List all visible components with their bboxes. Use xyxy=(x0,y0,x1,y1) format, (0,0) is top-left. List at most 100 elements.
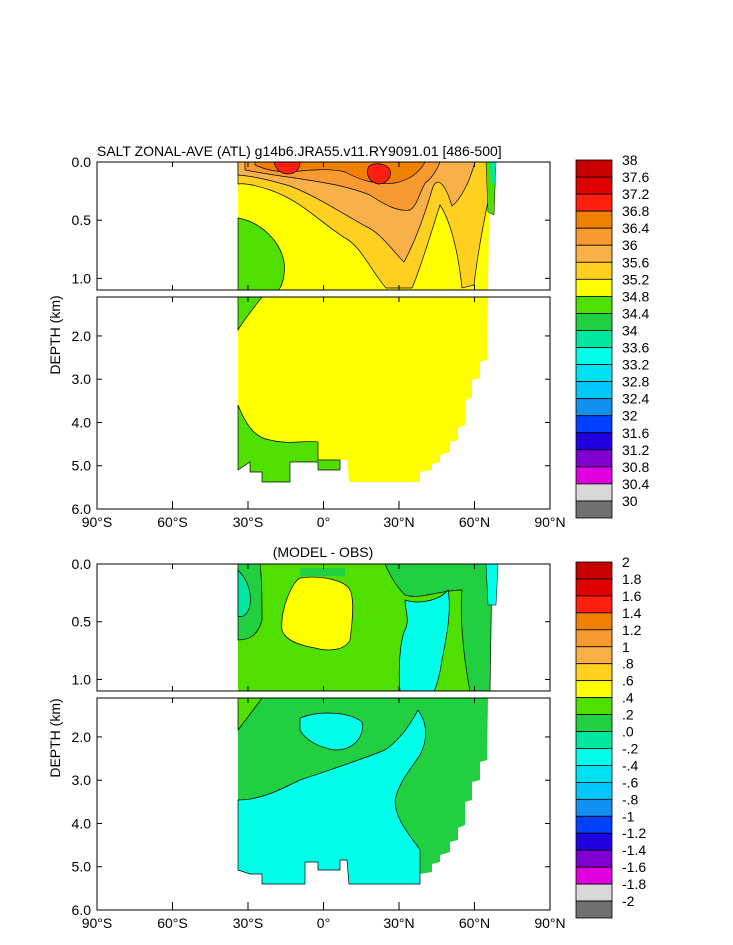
y-tick-label: 5.0 xyxy=(72,859,92,875)
colorbar-swatch xyxy=(575,415,613,434)
colorbar-swatch xyxy=(575,449,613,468)
x-tick-label: 90°N xyxy=(534,915,565,931)
colorbar-swatch xyxy=(575,381,613,400)
colorbar-swatch xyxy=(575,176,613,195)
colorbar-swatch xyxy=(575,432,613,451)
colorbar-label: -.8 xyxy=(622,791,639,807)
chart-1-x-ticks: 90°S 60°S 30°S 0° 30°N 60°N 90°N xyxy=(82,162,566,530)
chart-1-lower-field xyxy=(237,297,488,483)
chart-2-region-blob xyxy=(281,576,354,651)
colorbar-label: 37.2 xyxy=(622,186,649,202)
colorbar-swatch xyxy=(575,731,613,749)
y-tick-label: 0.0 xyxy=(72,556,92,572)
y-tick-label: 6.0 xyxy=(72,902,92,918)
x-tick-label: 60°N xyxy=(459,915,490,931)
colorbar-swatch xyxy=(575,210,613,229)
colorbar-label: -1.8 xyxy=(622,876,646,892)
colorbar-label: -1 xyxy=(622,808,635,824)
colorbar-label: -2 xyxy=(622,893,635,909)
colorbar-swatch xyxy=(575,278,613,297)
colorbar-label: 32 xyxy=(622,408,638,424)
y-tick-label: 3.0 xyxy=(72,772,92,788)
chart-2-region-west-cyan xyxy=(237,569,251,617)
chart-1-region-arctic-fresh xyxy=(490,162,496,185)
colorbar-label: 35.6 xyxy=(622,254,649,270)
chart-2-lower-field xyxy=(237,698,488,885)
colorbar-swatch xyxy=(575,849,613,868)
colorbar-label: 37.6 xyxy=(622,169,649,185)
chart-2-x-ticks: 90°S 60°S 30°S 0° 30°N 60°N 90°N xyxy=(82,564,566,931)
colorbar-label: .6 xyxy=(622,673,634,689)
y-tick-label: 5.0 xyxy=(72,458,92,474)
colorbar-swatch xyxy=(575,500,613,519)
colorbar-swatch xyxy=(575,815,613,834)
y-tick-label: 4.0 xyxy=(72,414,92,430)
colorbar-swatch xyxy=(575,781,613,800)
colorbar-swatch xyxy=(575,313,613,331)
colorbar-swatch xyxy=(575,466,613,485)
colorbar-swatch xyxy=(575,883,613,902)
colorbar-swatch xyxy=(575,227,613,246)
colorbar-swatch xyxy=(575,798,613,817)
colorbar-label: 33.2 xyxy=(622,357,649,373)
y-tick-label: 1.0 xyxy=(72,270,92,286)
y-tick-label: 2.0 xyxy=(72,729,92,745)
x-tick-label: 60°N xyxy=(459,514,490,530)
colorbar-label: 38 xyxy=(622,152,638,168)
chart-1-region-37-2-west xyxy=(273,162,301,175)
y-tick-label: 1.0 xyxy=(72,671,92,687)
chart-2-colorbar: 21.81.61.41.21.8.6.4.2.0-.2-.4-.6-.8-1-1… xyxy=(575,554,646,919)
colorbar-label: 30 xyxy=(622,493,638,509)
colorbar-swatch xyxy=(575,595,613,614)
colorbar-label: 33.6 xyxy=(622,340,649,356)
colorbar-swatch xyxy=(575,295,613,314)
colorbar-swatch xyxy=(575,697,613,715)
colorbar-label: 1 xyxy=(622,639,630,655)
y-tick-label: 2.0 xyxy=(72,328,92,344)
colorbar-label: 34.4 xyxy=(622,305,649,321)
chart-1-title: SALT ZONAL-AVE (ATL) g14b6.JRA55.v11.RY9… xyxy=(97,143,502,159)
colorbar-label: 1.6 xyxy=(622,588,642,604)
colorbar-swatch xyxy=(575,714,613,732)
colorbar-swatch xyxy=(575,900,613,919)
chart-1-region-deep-green xyxy=(237,404,341,483)
colorbar-label: 1.2 xyxy=(622,622,642,638)
colorbar-swatch xyxy=(575,629,613,648)
colorbar-label: 30.4 xyxy=(622,476,649,492)
x-tick-label: 30°N xyxy=(383,514,414,530)
x-tick-label: 0° xyxy=(317,915,330,931)
chart-2-y-ticks: 0.0 0.5 1.0 2.0 3.0 4.0 5.0 6.0 xyxy=(72,556,550,918)
x-tick-label: 0° xyxy=(317,514,330,530)
colorbar-label: 34.8 xyxy=(622,288,649,304)
colorbar-swatch xyxy=(575,646,613,665)
colorbar-label: -1.6 xyxy=(622,859,646,875)
x-tick-label: 30°S xyxy=(233,915,264,931)
colorbar-swatch xyxy=(575,483,613,502)
colorbar-swatch xyxy=(575,193,613,212)
chart-2-region-deep-cyan xyxy=(237,709,426,885)
colorbar-swatch xyxy=(575,680,613,699)
colorbar-label: 1.4 xyxy=(622,605,642,621)
colorbar-swatch xyxy=(575,364,613,383)
colorbar-label: 32.8 xyxy=(622,374,649,390)
colorbar-label: 31.2 xyxy=(622,442,649,458)
x-tick-label: 90°N xyxy=(534,514,565,530)
colorbar-swatch xyxy=(575,663,613,682)
colorbar-swatch xyxy=(575,612,613,631)
x-tick-label: 30°N xyxy=(383,915,414,931)
colorbar-label: .2 xyxy=(622,707,634,723)
chart-2-region-tongue xyxy=(398,589,450,691)
colorbar-label: 35.2 xyxy=(622,271,649,287)
colorbar-label: 32.4 xyxy=(622,391,649,407)
colorbar-label: -.4 xyxy=(622,757,639,773)
chart-2-title: (MODEL - OBS) xyxy=(273,544,374,560)
colorbar-swatch xyxy=(575,330,613,348)
y-tick-label: 3.0 xyxy=(72,371,92,387)
chart-1-y-ticks: 0.0 0.5 1.0 2.0 3.0 4.0 5.0 6.0 xyxy=(72,154,550,517)
chart-1-ylabel: DEPTH (km) xyxy=(47,295,63,374)
colorbar-label: -.6 xyxy=(622,774,639,790)
chart-2-region-arctic xyxy=(485,564,499,606)
colorbar-label: .0 xyxy=(622,724,634,740)
y-tick-label: 0.5 xyxy=(72,614,92,630)
